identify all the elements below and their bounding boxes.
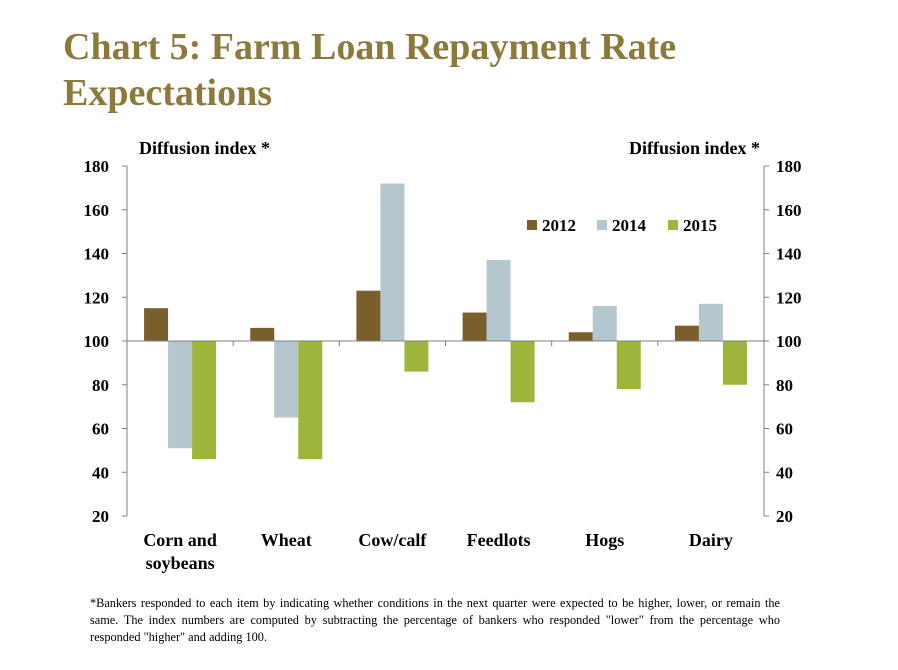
- right-tick-label: 40: [776, 463, 793, 482]
- bar-2012-4: [568, 332, 593, 341]
- legend-label-2014: 2014: [612, 216, 647, 235]
- bar-2015-4: [616, 341, 641, 390]
- chart-title: Chart 5: Farm Loan Repayment Rate Expect…: [63, 26, 677, 114]
- left-tick-label: 100: [84, 332, 110, 351]
- left-tick-label: 120: [84, 288, 110, 307]
- right-tick-label: 140: [776, 245, 802, 264]
- bar-2014-1: [274, 341, 299, 418]
- right-tick-label: 80: [776, 376, 793, 395]
- legend-label-2015: 2015: [683, 216, 717, 235]
- right-tick-label: 100: [776, 332, 802, 351]
- left-tick-label: 180: [84, 157, 110, 176]
- legend-swatch-2014: [597, 220, 607, 230]
- bar-2015-2: [404, 341, 429, 372]
- bar-2012-3: [462, 312, 487, 341]
- legend-label-2012: 2012: [542, 216, 576, 235]
- category-label: soybeans: [146, 553, 215, 573]
- left-tick-label: 140: [84, 245, 110, 264]
- legend-swatch-2012: [527, 220, 537, 230]
- bar-2014-3: [486, 260, 511, 341]
- bar-2012-5: [674, 325, 699, 341]
- category-label: Dairy: [689, 530, 733, 550]
- left-tick-label: 20: [92, 507, 109, 526]
- left-tick-label: 60: [92, 420, 109, 439]
- left-tick-label: 80: [92, 376, 109, 395]
- bar-2012-0: [144, 308, 169, 341]
- right-tick-label: 180: [776, 157, 802, 176]
- category-label: Hogs: [585, 530, 624, 550]
- bar-2015-0: [192, 341, 217, 460]
- right-tick-label: 20: [776, 507, 793, 526]
- bar-2015-5: [722, 341, 747, 385]
- bar-2014-0: [168, 341, 193, 449]
- left-tick-label: 160: [84, 201, 110, 220]
- right-tick-label: 160: [776, 201, 802, 220]
- bar-2014-5: [698, 303, 723, 341]
- legend-swatch-2015: [668, 220, 678, 230]
- bar-2012-1: [250, 327, 275, 341]
- bar-2014-2: [380, 183, 405, 341]
- left-tick-label: 40: [92, 463, 109, 482]
- category-label: Corn and: [143, 530, 217, 550]
- bar-2015-1: [298, 341, 323, 460]
- category-label: Feedlots: [467, 530, 531, 550]
- category-label: Wheat: [261, 530, 312, 550]
- category-label: Cow/calf: [358, 530, 427, 550]
- bar-2015-3: [510, 341, 535, 403]
- right-tick-label: 120: [776, 288, 802, 307]
- bar-2014-4: [592, 306, 617, 341]
- y-axis-label-left: Diffusion index *: [139, 138, 271, 158]
- right-tick-label: 60: [776, 420, 793, 439]
- y-axis-label-right: Diffusion index *: [628, 138, 760, 158]
- bar-2012-2: [356, 290, 381, 341]
- footnote: *Bankers responded to each item by indic…: [90, 596, 780, 644]
